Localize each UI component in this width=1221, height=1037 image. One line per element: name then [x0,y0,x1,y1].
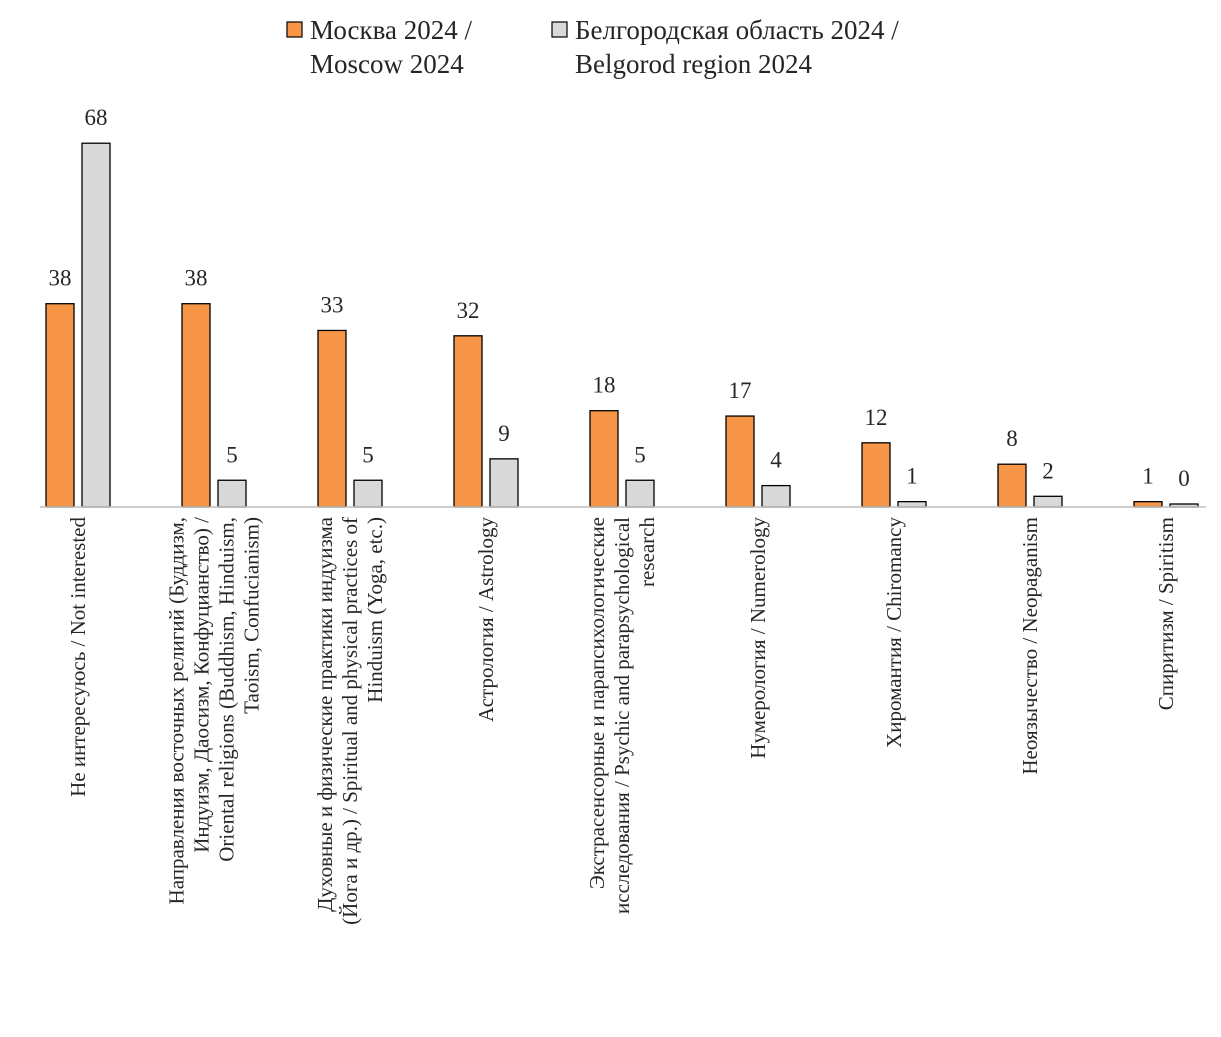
legend-label-1: Москва 2024 / [310,15,472,45]
data-label: 5 [226,442,238,467]
data-label: 2 [1042,458,1054,483]
category-label-line: исследования / Psychic and parapsycholog… [610,517,634,914]
category-label-line: Taoism, Confucianism) [240,517,264,714]
bar-s2-c6 [761,484,791,508]
data-label: 8 [1006,426,1018,451]
data-label: 18 [593,373,616,398]
bar-s1-c2 [181,303,211,508]
category-label-6: Нумерология / Numerology [746,517,770,759]
bars-group [45,142,1199,508]
category-label-line: Хиромантия / Chiromancy [882,517,906,748]
bar-s2-c3 [353,479,383,508]
category-label-2: Направления восточных религий (Буддизм, И… [165,517,264,905]
category-label-line: Астрология / Astrology [474,517,498,722]
bar-s1-c7 [861,442,891,508]
chart-legend: Москва 2024 / Moscow 2024 Белгородская обл… [286,15,899,79]
bar-s1-c9 [1133,500,1163,508]
bar-s2-c1 [81,142,111,508]
category-label-line: research [635,517,659,587]
data-label: 0 [1178,466,1190,491]
bar-s1-c8 [997,463,1027,508]
category-label-4: Астрология / Astrology [474,517,498,722]
category-label-1: Не интересуюсь / Not interested [66,517,90,797]
category-label-line: Направления восточных религий (Буддизм, [165,517,189,904]
category-label-line: Индуизм, Даосизм, Конфуцианство) / [190,517,214,853]
bar-s2-c8 [1033,495,1063,508]
legend-label-2: Белгородская область 2024 / [575,15,899,45]
data-label: 5 [362,442,374,467]
category-label-line: Духовные и физические практики индуизма [313,516,337,912]
data-label: 5 [634,442,646,467]
data-label: 17 [729,378,752,403]
bar-s1-c6 [725,415,755,508]
data-label: 68 [85,105,108,130]
legend-swatch-1 [286,21,303,38]
bar-s2-c7 [897,500,927,508]
data-label: 1 [1142,464,1154,489]
bar-s2-c4 [489,458,519,508]
category-labels-group: Не интересуюсь / Not interested Направлен… [66,516,1178,925]
category-label-9: Спиритизм / Spiritism [1154,517,1178,710]
data-label: 9 [498,421,510,446]
legend-swatch-2 [551,21,568,38]
data-label: 38 [49,266,72,291]
data-label: 38 [185,266,208,291]
category-label-line: Hinduism (Yoga, etc.) [363,517,387,703]
category-label-8: Неоязычество / Neopaganism [1018,517,1042,775]
bar-s1-c5 [589,410,619,508]
data-label: 33 [321,292,344,317]
category-label-line: Oriental religions (Buddhism, Hinduism, [215,517,239,862]
bar-s1-c1 [45,303,75,508]
data-label: 12 [865,405,888,430]
bar-s1-c4 [453,335,483,508]
bar-s2-c5 [625,479,655,508]
category-label-line: Спиритизм / Spiritism [1154,517,1178,710]
category-label-line: Нумерология / Numerology [746,517,770,759]
category-label-3: Духовные и физические практики индуизма(… [313,516,387,925]
data-label: 1 [906,464,918,489]
data-label: 4 [770,448,782,473]
bar-s2-c2 [217,479,247,508]
data-label: 32 [457,298,480,323]
category-label-5: Экстрасенсорные и парапсихологические исс… [585,517,659,914]
legend-label-1: Moscow 2024 [310,49,464,79]
category-label-line: (Йога и др.) / Spiritual and physical pr… [338,517,362,925]
category-label-line: Неоязычество / Neopaganism [1018,517,1042,775]
category-label-line: Экстрасенсорные и парапсихологические [585,517,609,889]
category-label-7: Хиромантия / Chiromancy [882,517,906,748]
bar-s1-c3 [317,329,347,508]
category-label-line: Не интересуюсь / Not interested [66,517,90,797]
legend-label-2: Belgorod region 2024 [575,49,812,79]
